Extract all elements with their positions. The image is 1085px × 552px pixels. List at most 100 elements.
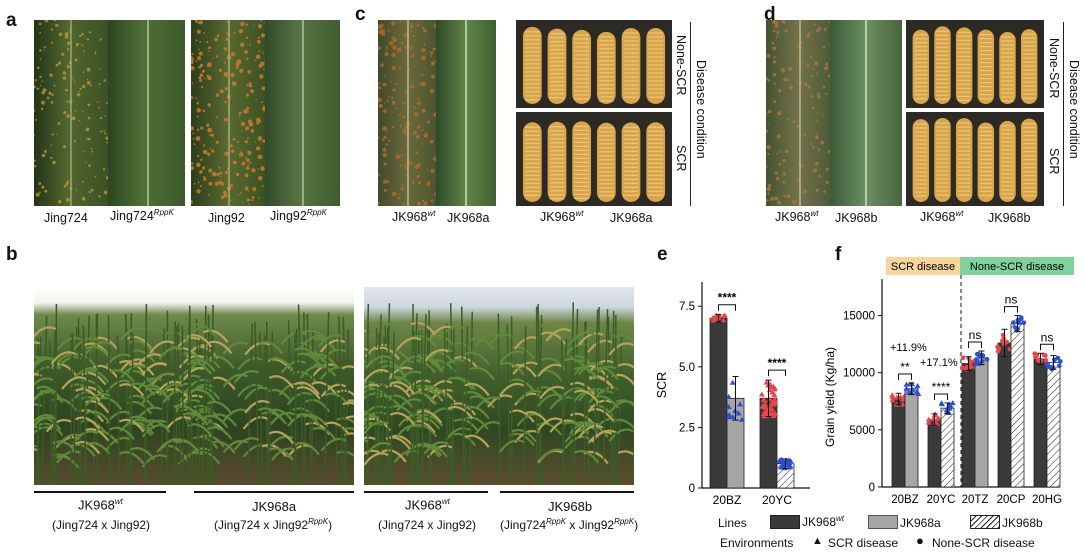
- corn-leaf: [573, 422, 599, 436]
- data-point: [930, 416, 937, 422]
- corn-leaf: [34, 389, 57, 402]
- corn-leaf: [364, 412, 376, 417]
- corn-leaf: [129, 382, 156, 396]
- row-label-none-scr-d: None-SCR: [1047, 38, 1061, 99]
- data-point: [786, 460, 793, 466]
- corn-leaf: [320, 383, 347, 398]
- rust-spot: [247, 190, 250, 192]
- corn-stalk: [188, 305, 192, 485]
- significance-label: ns: [1005, 293, 1018, 307]
- corn-leaf: [84, 341, 111, 355]
- rust-spot: [230, 149, 235, 154]
- rust-spot: [194, 183, 196, 185]
- rust-spot: [247, 150, 252, 155]
- corn-leaf: [588, 359, 614, 374]
- scr-region-label: SCR disease: [891, 261, 955, 273]
- rust-spot: [66, 47, 70, 51]
- rust-spot: [240, 42, 245, 47]
- rust-spot: [766, 145, 771, 150]
- corn-leaf: [149, 372, 175, 387]
- rust-spot: [766, 186, 771, 192]
- rust-spot: [196, 162, 201, 168]
- rust-spot: [218, 68, 223, 73]
- rust-spot: [776, 116, 778, 118]
- data-point: [925, 416, 932, 422]
- data-point: [925, 419, 932, 425]
- rust-spot: [244, 140, 249, 144]
- corn-leaf: [396, 398, 422, 412]
- corn-stalk: [385, 327, 389, 485]
- rust-spot: [90, 84, 93, 87]
- rust-spot: [767, 109, 772, 114]
- corn-leaf: [422, 444, 448, 458]
- rust-spot: [39, 49, 42, 52]
- corn-leaf: [563, 421, 589, 435]
- caption-d-ear-b: JK968b: [988, 211, 1031, 225]
- rust-spot: [257, 119, 262, 123]
- corn-ear: [596, 31, 616, 105]
- rust-spot: [42, 88, 47, 93]
- corn-stalk: [264, 335, 269, 485]
- rust-spot: [196, 189, 201, 194]
- rust-spot: [207, 152, 211, 157]
- corn-stalk: [54, 303, 58, 485]
- b-group4-cross: (Jing724RppK x Jing92RppK): [500, 517, 639, 532]
- corn-leaf: [427, 380, 453, 394]
- corn-leaf: [364, 360, 367, 364]
- rust-spot: [807, 85, 811, 89]
- rust-spot: [420, 47, 426, 53]
- rust-spot: [225, 37, 229, 41]
- corn-leaf: [336, 417, 354, 424]
- rust-spot: [261, 185, 264, 188]
- corn-leaf: [295, 386, 321, 400]
- rust-spot: [258, 50, 261, 53]
- legend-label-b: JK968b: [1002, 516, 1043, 530]
- rust-spot: [395, 31, 397, 33]
- rust-spot: [62, 71, 67, 75]
- corn-leaf: [540, 357, 567, 371]
- rust-spot: [232, 73, 235, 76]
- corn-leaf: [324, 421, 350, 435]
- caption-jing92: Jing92: [208, 211, 245, 225]
- corn-leaf: [165, 331, 192, 345]
- b-group1-name: JK968wt: [78, 497, 123, 513]
- caption-c-leaf-wt: JK968wt: [392, 209, 436, 225]
- rust-spot: [822, 190, 826, 193]
- rust-spot: [43, 149, 48, 154]
- corn-leaf: [364, 384, 369, 388]
- rust-spot: [797, 197, 800, 199]
- rust-spot: [81, 180, 84, 183]
- rust-spot: [206, 40, 209, 44]
- rust-spot: [245, 166, 250, 170]
- rust-spot: [766, 199, 769, 202]
- rust-spot: [413, 112, 419, 117]
- corn-ear: [547, 121, 567, 202]
- rust-spot: [803, 133, 807, 137]
- rust-spot: [232, 160, 237, 165]
- rust-spot: [816, 72, 818, 75]
- corn-leaf: [364, 392, 383, 400]
- corn-leaf: [632, 367, 634, 371]
- corn-leaf: [439, 325, 465, 340]
- rust-spot: [809, 55, 813, 58]
- rust-spot: [815, 188, 819, 192]
- rust-spot: [416, 174, 420, 179]
- rust-spot: [35, 118, 38, 121]
- caption-d-leaf-wt: JK968wt: [775, 209, 819, 225]
- rust-spot: [772, 60, 776, 64]
- rust-spot: [806, 64, 810, 68]
- corn-leaf: [389, 411, 416, 426]
- caption-jing724-rppk: Jing724RppK: [110, 208, 174, 224]
- legend-env-scr: SCR disease: [828, 536, 899, 550]
- rust-spot: [82, 84, 86, 89]
- data-point: [899, 401, 906, 407]
- corn-ear: [934, 26, 951, 105]
- rust-spot: [236, 59, 242, 64]
- rust-spot: [62, 76, 67, 80]
- rust-spot: [238, 28, 244, 34]
- rust-spot: [247, 70, 251, 74]
- corn-leaf: [387, 394, 413, 408]
- rust-spot: [242, 201, 244, 203]
- rust-spot: [387, 29, 390, 32]
- rust-spot: [214, 37, 218, 42]
